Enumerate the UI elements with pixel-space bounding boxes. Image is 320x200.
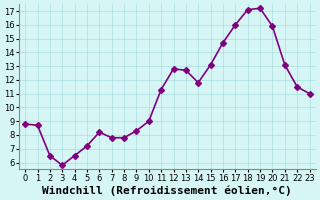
- X-axis label: Windchill (Refroidissement éolien,°C): Windchill (Refroidissement éolien,°C): [43, 185, 292, 196]
